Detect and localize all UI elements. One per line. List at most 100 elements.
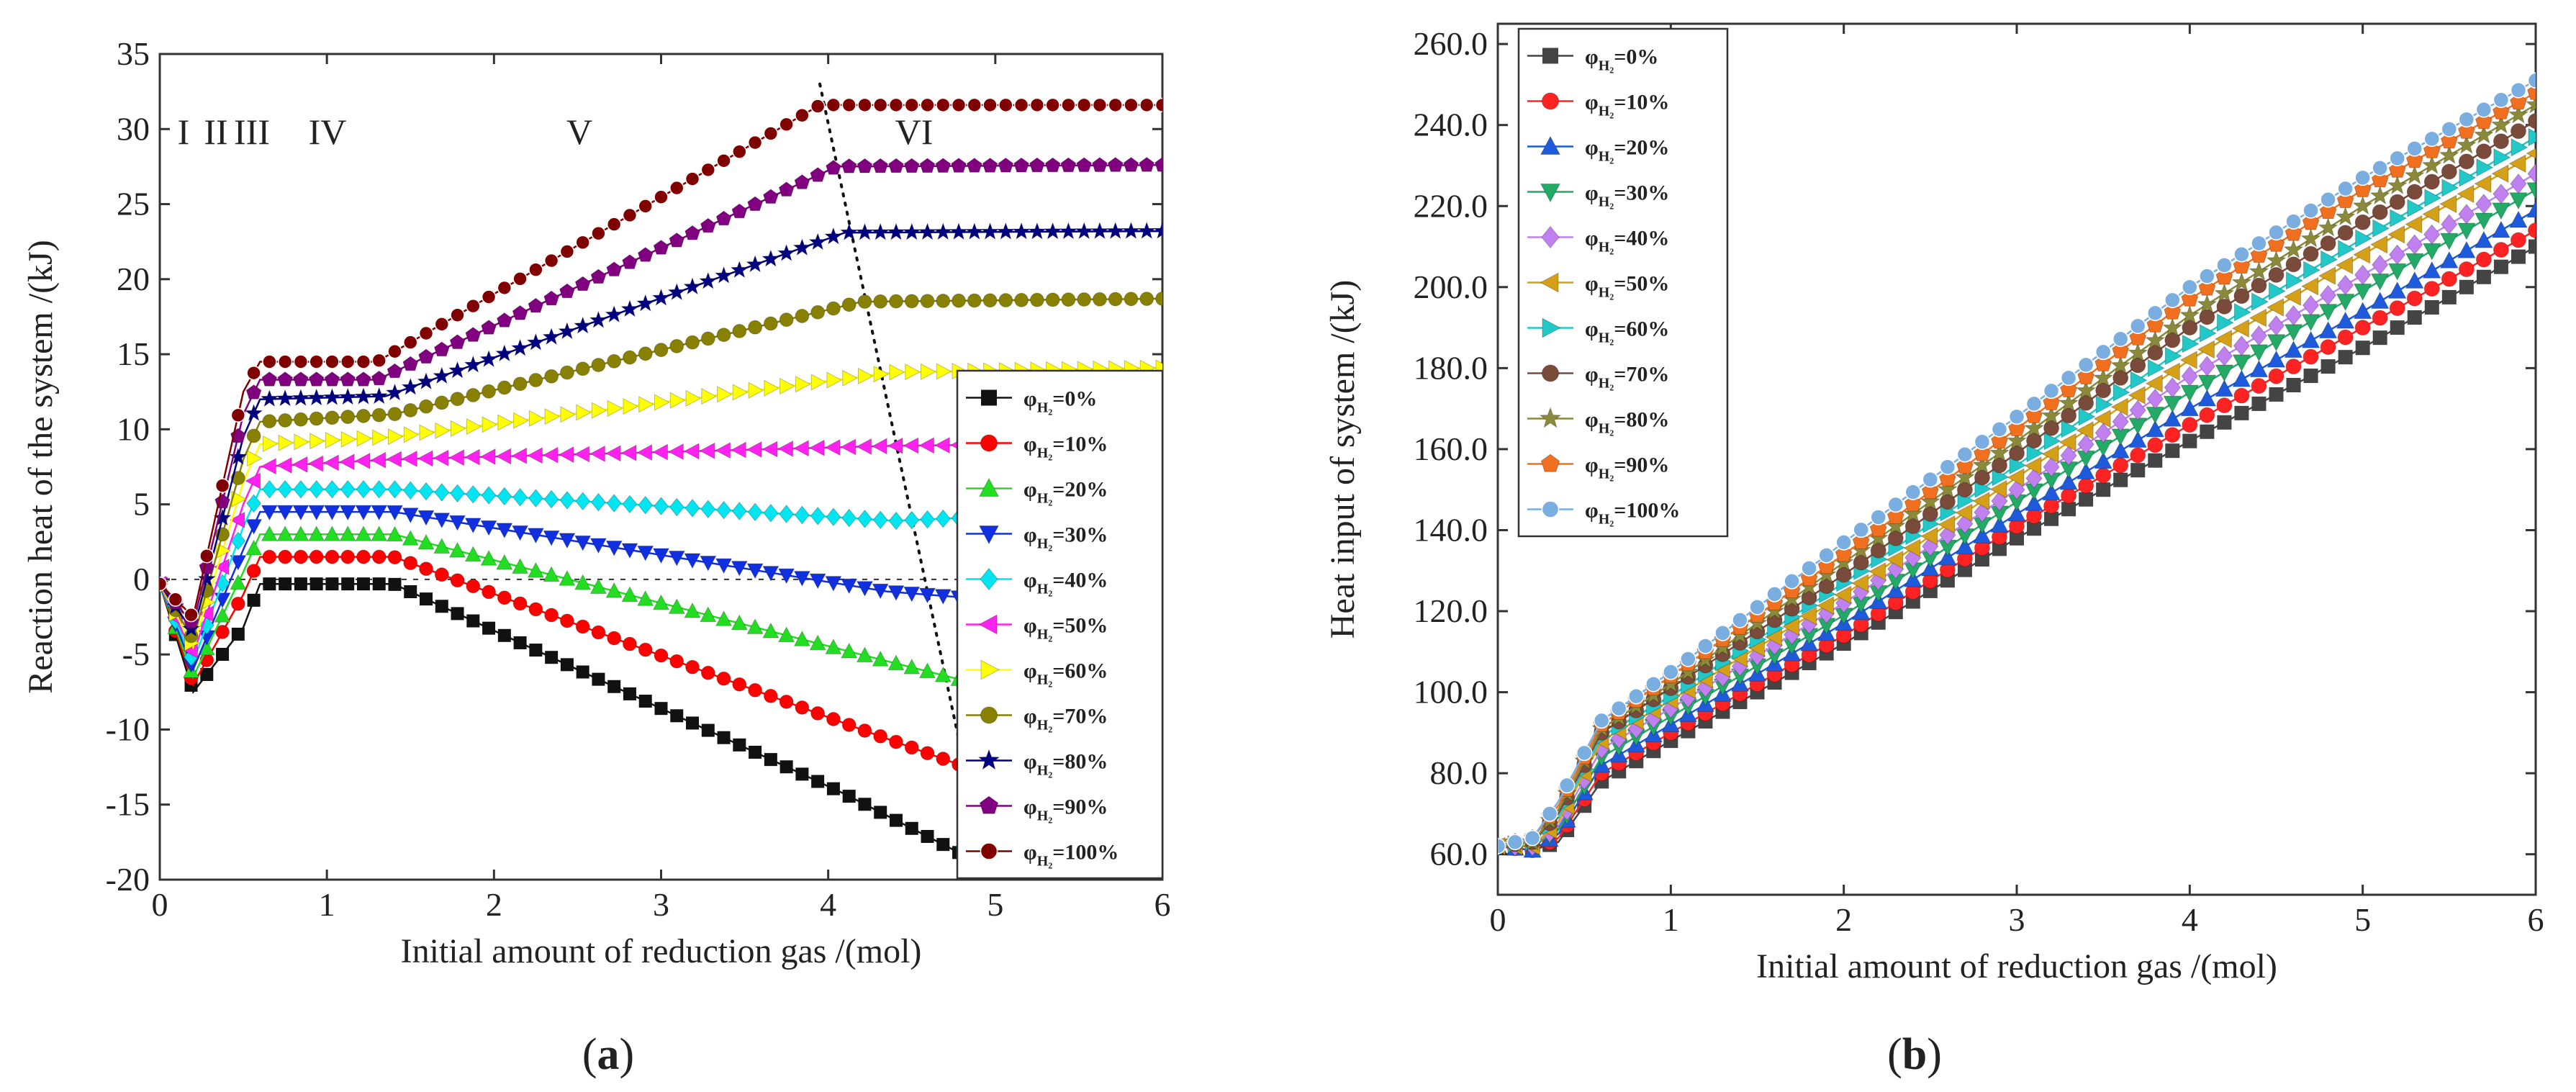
data-point [652,548,670,564]
data-point [527,561,545,578]
region-label: V [566,112,592,152]
data-point [683,276,702,295]
data-point [2025,395,2043,412]
data-point [700,331,715,346]
data-point [293,549,308,564]
data-point [417,510,435,526]
data-point [1904,518,1921,534]
data-point [293,479,309,499]
legend-label: φH₂=10% [1585,91,1669,119]
data-point [683,443,700,460]
data-point [230,574,247,590]
data-point [905,364,921,381]
data-point [731,441,746,459]
data-point [2441,179,2459,197]
data-point [213,558,230,576]
legend-marker [1540,135,1561,155]
data-point [2387,225,2405,244]
legend-label: φH₂=80% [1585,408,1669,437]
y-tick-label: 100.0 [1414,674,1488,710]
data-point [481,486,497,505]
data-point [417,533,435,550]
data-point [2095,395,2113,414]
data-point [340,410,356,425]
data-point [528,410,545,428]
legend-marker [1542,48,1558,64]
data-point [858,367,874,385]
data-point [1799,606,1817,626]
data-point [184,607,199,623]
data-point [448,361,467,379]
data-point [793,440,809,457]
data-point [2302,202,2319,219]
data-point [700,606,717,623]
x-tick-label: 1 [1663,901,1679,938]
legend-label-value: =100% [1614,499,1680,523]
phase-boundary-line [818,82,989,874]
data-point [2338,350,2353,365]
data-point [574,446,590,463]
data-point [512,271,528,286]
data-point [1922,505,1938,522]
data-point [1139,97,1154,113]
data-point [1045,97,1060,113]
series-group [1498,72,2536,859]
data-point [387,407,402,422]
data-point [451,607,464,621]
data-point [230,555,247,571]
data-point [1853,521,1869,538]
data-point [2059,472,2078,490]
data-point [418,348,434,364]
data-point [371,370,387,386]
data-point [2407,310,2422,325]
data-point [510,338,530,356]
data-point [2094,343,2112,361]
legend-label-subscript: H₂ [1037,491,1053,507]
data-point [2214,282,2235,302]
data-point [935,158,952,173]
y-tick-label: -15 [106,786,150,823]
data-point [385,383,405,401]
data-point [2058,392,2079,412]
legend-label-subscript: H₂ [1037,582,1053,597]
legend-label-phi: φ [1023,569,1037,592]
data-point [2113,472,2128,487]
data-point [247,593,261,607]
data-point [433,341,450,357]
data-point [920,97,935,113]
data-point [1852,533,1870,549]
y-tick-label: 35 [117,35,150,72]
data-point [2439,144,2460,165]
legend-label-subscript: H₂ [1599,240,1614,256]
data-point [2526,182,2536,200]
data-point [763,688,778,703]
data-point [2093,409,2111,428]
region-label: VI [895,112,934,152]
data-point [2199,324,2217,343]
data-point [918,587,936,604]
data-point [2493,133,2509,150]
data-point [1013,157,1029,173]
data-point [2129,329,2147,346]
legend-label-value: =20% [1052,478,1108,502]
data-point [795,700,810,715]
data-point [2251,277,2267,294]
data-point [1593,712,1610,729]
data-point [369,387,389,405]
data-point [810,99,826,114]
data-point [1076,157,1092,173]
data-point [450,307,465,322]
data-point [2439,194,2457,214]
data-point [464,448,480,466]
data-point [903,437,919,454]
data-point [1645,676,1662,692]
data-point [1121,221,1141,240]
data-point [512,596,528,611]
data-point [2510,232,2526,248]
data-point [2058,433,2076,452]
data-point [2214,330,2232,348]
legend-label-subscript: H₂ [1599,376,1614,392]
legend-marker [1540,184,1561,203]
legend-label-phi: φ [1023,750,1037,774]
data-point [921,363,936,381]
